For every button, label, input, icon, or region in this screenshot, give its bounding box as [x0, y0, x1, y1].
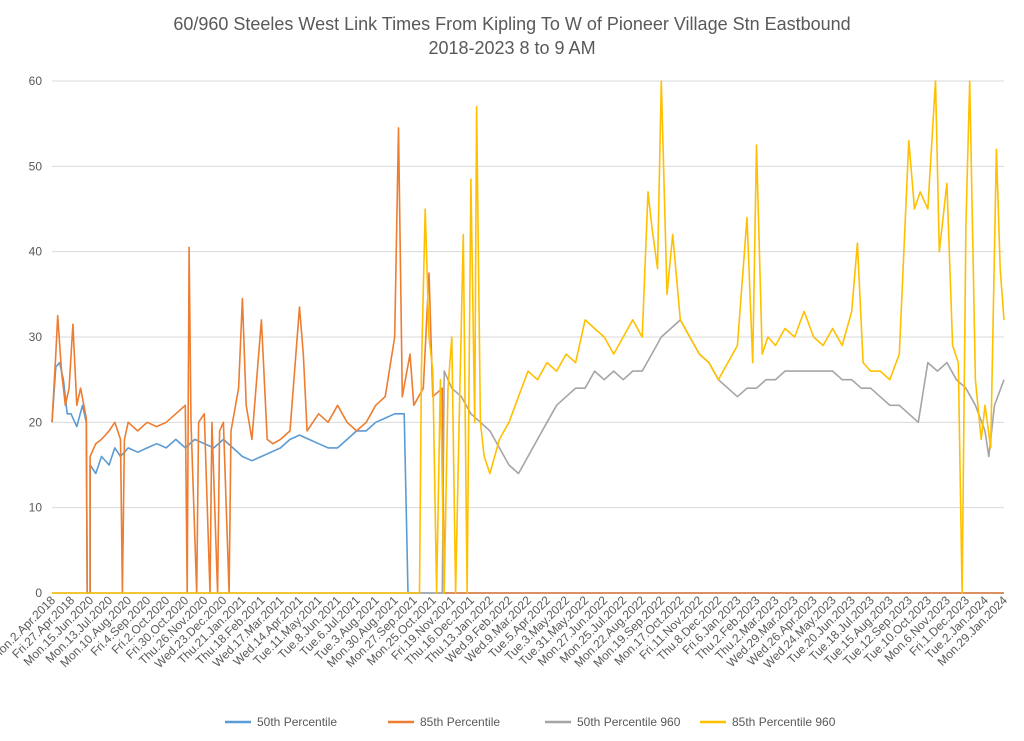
y-tick-label: 20: [29, 415, 43, 429]
x-axis-ticks: Mon.2.Apr.2018Fri.27.Apr.2018Mon.15.Jun.…: [0, 593, 1010, 671]
y-tick-label: 10: [29, 501, 43, 515]
legend-entry: 50th Percentile: [225, 715, 337, 729]
y-tick-label: 60: [29, 74, 43, 88]
series-line-2: [51, 127, 1004, 594]
y-axis-ticks: 0 10 20 30 40 50 60: [29, 74, 43, 600]
legend-entry: 50th Percentile 960: [545, 715, 681, 729]
series-line-4: [52, 80, 1005, 594]
legend-entry: 85th Percentile: [388, 715, 500, 729]
legend-label: 85th Percentile 960: [732, 715, 836, 729]
legend: 50th Percentile 85th Percentile 50th Perce…: [225, 715, 836, 729]
chart-subtitle: 2018-2023 8 to 9 AM: [428, 38, 595, 58]
y-tick-label: 40: [29, 245, 43, 259]
legend-label: 85th Percentile: [420, 715, 500, 729]
chart-title: 60/960 Steeles West Link Times From Kipl…: [173, 14, 850, 34]
legend-entry: 85th Percentile 960: [700, 715, 836, 729]
y-tick-label: 30: [29, 330, 43, 344]
legend-label: 50th Percentile: [257, 715, 337, 729]
y-tick-label: 50: [29, 159, 43, 173]
y-tick-label: 0: [35, 586, 42, 600]
series-lines: [51, 80, 1005, 594]
legend-label: 50th Percentile 960: [577, 715, 681, 729]
